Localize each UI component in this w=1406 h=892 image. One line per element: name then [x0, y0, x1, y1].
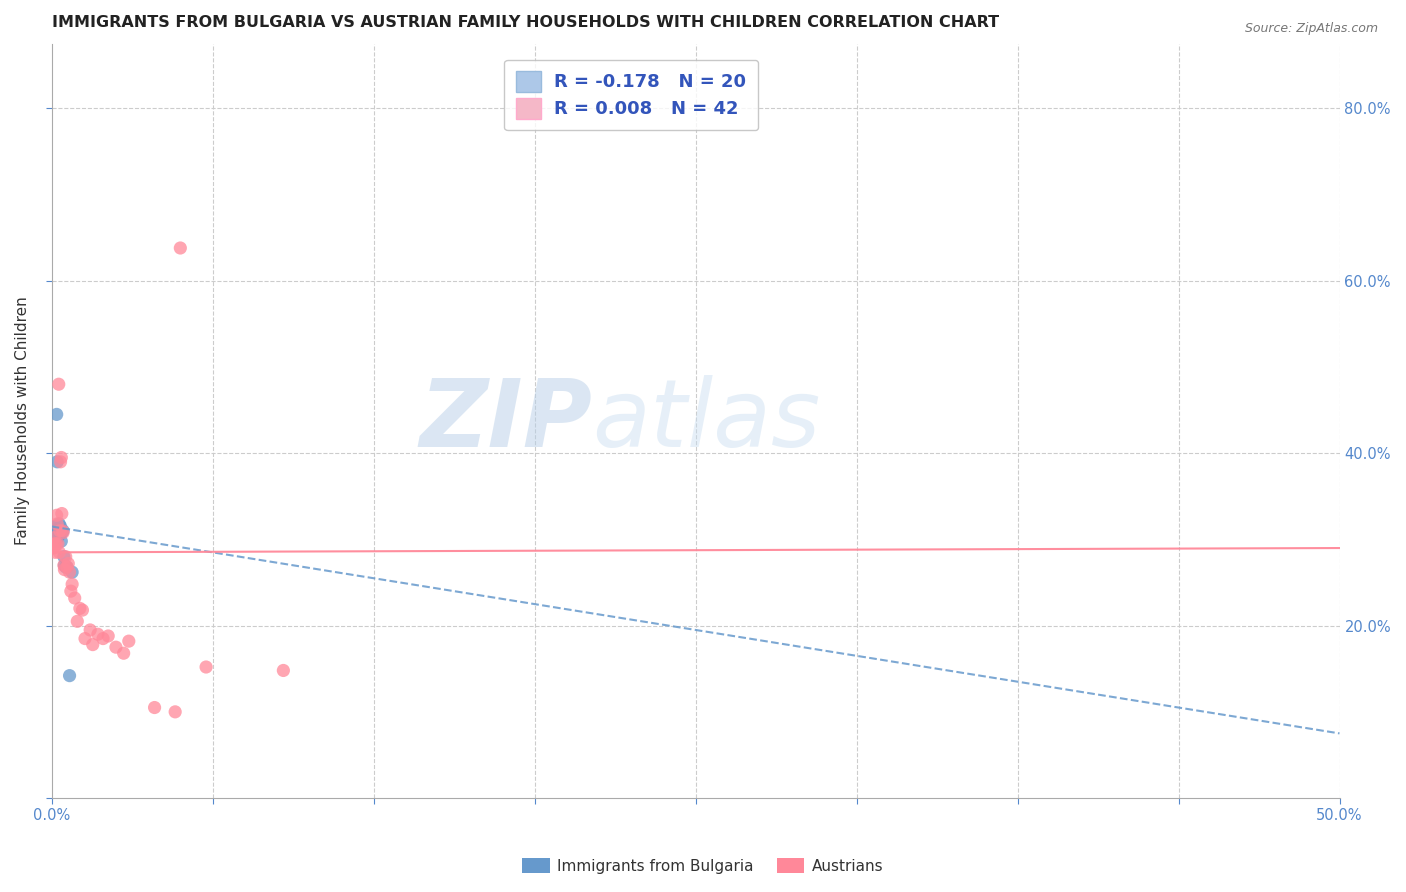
Point	[49, 455, 72, 469]
Point	[60, 565, 83, 579]
Y-axis label: Family Households with Children: Family Households with Children	[15, 296, 30, 545]
Point	[45, 537, 67, 551]
Point	[91, 632, 114, 646]
Point	[46, 516, 69, 531]
Point	[169, 241, 191, 255]
Point	[44, 545, 66, 559]
Point	[46, 455, 69, 469]
Point	[73, 632, 96, 646]
Point	[52, 549, 75, 564]
Point	[52, 524, 75, 538]
Point	[51, 534, 73, 549]
Point	[104, 640, 127, 655]
Point	[48, 545, 70, 559]
Point	[53, 563, 76, 577]
Point	[49, 519, 72, 533]
Point	[51, 525, 73, 540]
Text: Source: ZipAtlas.com: Source: ZipAtlas.com	[1244, 22, 1378, 36]
Point	[44, 519, 66, 533]
Point	[97, 629, 120, 643]
Point	[79, 623, 101, 637]
Point	[46, 537, 69, 551]
Text: ZIP: ZIP	[419, 375, 592, 467]
Point	[143, 700, 166, 714]
Point	[45, 508, 67, 523]
Point	[55, 549, 77, 564]
Point	[118, 634, 141, 648]
Point	[52, 558, 75, 573]
Point	[49, 524, 72, 538]
Point	[56, 560, 79, 574]
Point	[42, 534, 65, 549]
Point	[82, 638, 104, 652]
Point	[45, 408, 67, 422]
Point	[42, 541, 65, 555]
Point	[58, 668, 80, 682]
Point	[63, 591, 86, 605]
Point	[48, 377, 70, 392]
Point	[87, 627, 110, 641]
Point	[46, 531, 69, 545]
Legend: Immigrants from Bulgaria, Austrians: Immigrants from Bulgaria, Austrians	[516, 852, 890, 880]
Point	[195, 660, 218, 674]
Point	[42, 531, 65, 545]
Point	[56, 560, 79, 574]
Point	[44, 537, 66, 551]
Point	[112, 646, 135, 660]
Point	[53, 558, 76, 573]
Point	[58, 565, 80, 579]
Point	[60, 577, 83, 591]
Point	[52, 525, 75, 540]
Point	[49, 527, 72, 541]
Point	[51, 450, 73, 465]
Point	[165, 705, 187, 719]
Point	[48, 524, 70, 538]
Text: IMMIGRANTS FROM BULGARIA VS AUSTRIAN FAMILY HOUSEHOLDS WITH CHILDREN CORRELATION: IMMIGRANTS FROM BULGARIA VS AUSTRIAN FAM…	[52, 15, 998, 30]
Legend: R = -0.178   N = 20, R = 0.008   N = 42: R = -0.178 N = 20, R = 0.008 N = 42	[505, 60, 758, 130]
Point	[44, 525, 66, 540]
Point	[48, 516, 70, 531]
Point	[58, 557, 80, 571]
Point	[72, 603, 94, 617]
Point	[273, 664, 295, 678]
Point	[51, 524, 73, 538]
Text: atlas: atlas	[592, 376, 821, 467]
Point	[55, 560, 77, 574]
Point	[45, 522, 67, 536]
Point	[51, 507, 73, 521]
Point	[59, 584, 82, 599]
Point	[69, 601, 91, 615]
Point	[66, 615, 89, 629]
